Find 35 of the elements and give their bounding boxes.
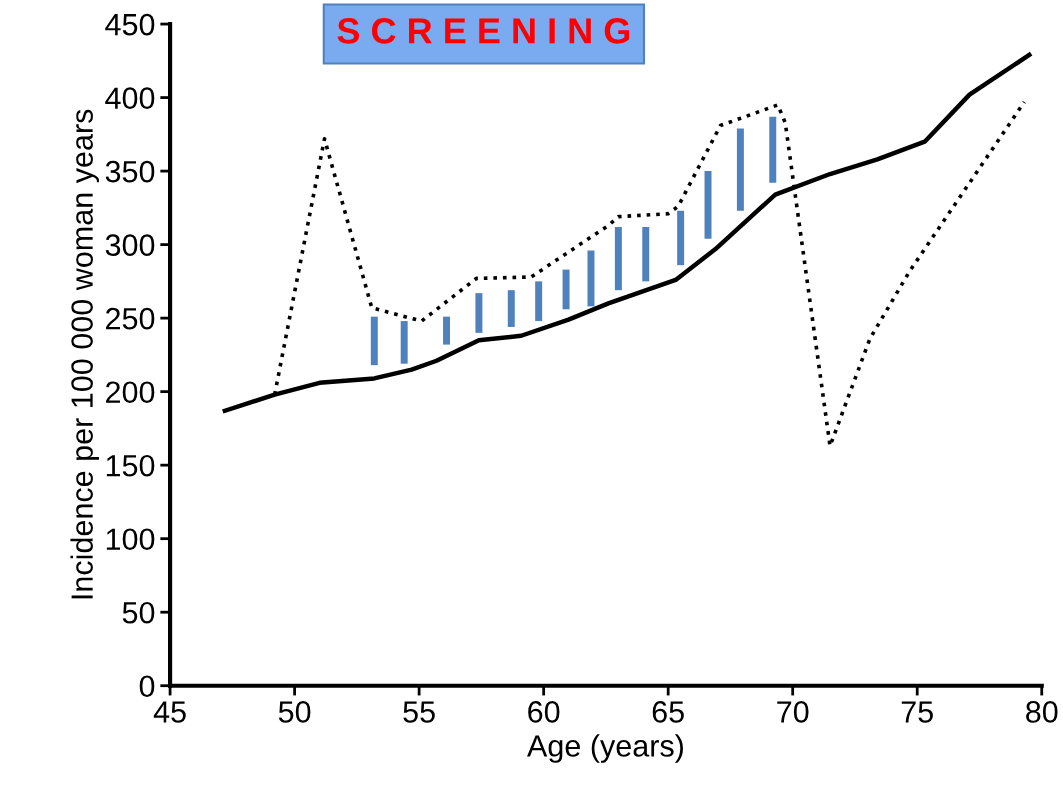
bar [370,316,378,366]
y-tick-label: 250 [106,307,155,330]
y-tick-label: 100 [106,528,155,551]
bar [677,210,685,266]
y-tick-label: 0 [139,675,155,698]
y-tick-label: 50 [122,601,155,624]
annotation: S C R E E N I N G [337,18,630,44]
x-tick-label: 45 [153,701,186,723]
bar [587,250,595,307]
bar [475,293,483,333]
bar [736,128,744,211]
x-tick-label: 70 [777,701,809,723]
bar [769,116,777,183]
x-axis-title: Age (years) [527,734,683,763]
y-tick-label: 350 [105,160,155,183]
bar [507,290,515,327]
x-tick-label: 80 [1026,701,1058,723]
x-tick-label: 50 [278,701,311,723]
bar [443,316,451,345]
y-tick-label: 450 [105,13,155,36]
bar [562,269,570,310]
bar [400,321,408,364]
y-tick-label: 150 [106,454,155,477]
bar [704,171,712,239]
y-axis-title: Incidence per 100 000 woman years [70,109,99,599]
x-tick-label: 60 [528,701,560,723]
x-tick-label: 55 [403,701,435,723]
x-tick-label: 65 [652,701,684,723]
bar [614,226,622,291]
y-tick-label: 400 [105,87,155,109]
y-tick-label: 300 [105,234,155,256]
y-tick-label: 200 [106,381,155,404]
x-tick-label: 75 [901,701,933,723]
bar [642,226,650,282]
bar [535,281,543,322]
